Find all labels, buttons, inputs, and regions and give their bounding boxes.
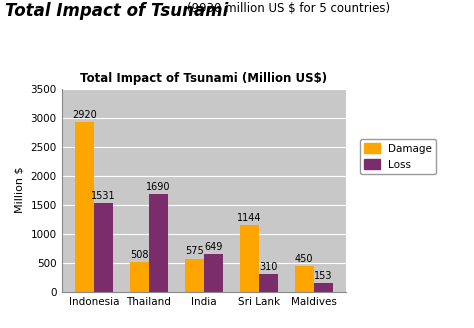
Bar [259, 274, 278, 292]
Bar [129, 262, 149, 292]
Legend: Damage, Loss: Damage, Loss [360, 138, 436, 174]
Bar [294, 266, 314, 292]
Text: 1531: 1531 [91, 191, 116, 201]
Y-axis label: Million $: Million $ [15, 167, 25, 214]
Bar [314, 283, 333, 292]
Text: 450: 450 [295, 254, 313, 264]
Text: 2920: 2920 [72, 110, 97, 120]
Title: Total Impact of Tsunami (Million US$): Total Impact of Tsunami (Million US$) [80, 72, 328, 85]
Text: (9930 million US $ for 5 countries): (9930 million US $ for 5 countries) [187, 2, 391, 15]
Bar [94, 203, 113, 292]
Bar [184, 258, 204, 292]
Text: 649: 649 [204, 242, 223, 252]
Text: 575: 575 [185, 246, 203, 256]
Bar [74, 122, 94, 292]
Text: 508: 508 [130, 250, 148, 260]
Bar [204, 254, 223, 292]
Text: Total Impact of Tsunami: Total Impact of Tsunami [5, 2, 228, 20]
Bar [149, 194, 168, 292]
Bar [239, 225, 259, 292]
Text: 153: 153 [314, 271, 333, 281]
Text: 310: 310 [259, 262, 278, 272]
Text: 1144: 1144 [237, 214, 262, 223]
Text: 1690: 1690 [146, 182, 171, 192]
